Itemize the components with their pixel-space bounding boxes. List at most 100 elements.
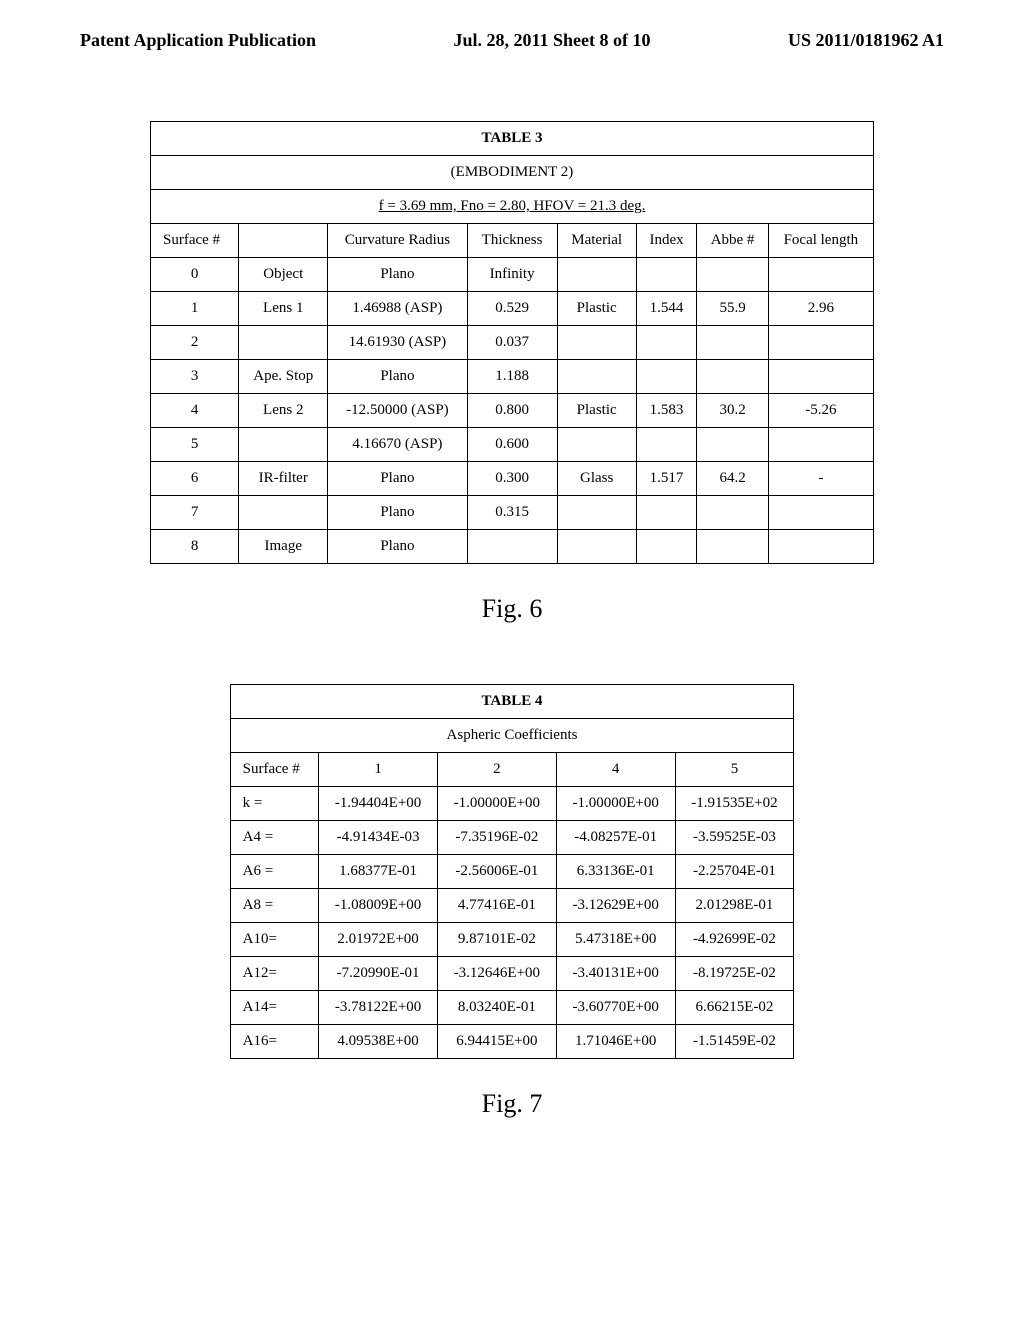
table-cell: -8.19725E-02	[675, 957, 794, 991]
table-cell: 0.315	[467, 496, 557, 530]
table-cell	[557, 258, 636, 292]
table-row: 54.16670 (ASP)0.600	[151, 428, 874, 462]
table-cell: -1.94404E+00	[319, 787, 438, 821]
table-cell: 1.517	[636, 462, 697, 496]
table-cell: -3.59525E-03	[675, 821, 794, 855]
table-cell: 1.46988 (ASP)	[328, 292, 467, 326]
table-cell	[239, 428, 328, 462]
table-row: A10=2.01972E+009.87101E-025.47318E+00-4.…	[230, 923, 794, 957]
table-cell: 64.2	[697, 462, 768, 496]
table-cell: 8.03240E-01	[437, 991, 556, 1025]
table-cell	[557, 530, 636, 564]
table-cell: Plastic	[557, 394, 636, 428]
table-cell: -4.08257E-01	[556, 821, 675, 855]
table-row: 0ObjectPlanoInfinity	[151, 258, 874, 292]
table-cell: IR-filter	[239, 462, 328, 496]
table-cell: 1.583	[636, 394, 697, 428]
table-cell: 55.9	[697, 292, 768, 326]
table-cell: 0.600	[467, 428, 557, 462]
table-cell: 9.87101E-02	[437, 923, 556, 957]
table-cell: -3.12646E+00	[437, 957, 556, 991]
table-cell: -4.91434E-03	[319, 821, 438, 855]
table-cell	[557, 326, 636, 360]
table-cell: 1.188	[467, 360, 557, 394]
table-cell: -1.91535E+02	[675, 787, 794, 821]
table-cell: 4	[151, 394, 239, 428]
table-cell: Plano	[328, 258, 467, 292]
table-cell: -7.20990E-01	[319, 957, 438, 991]
table-cell	[697, 258, 768, 292]
table-cell: -1.08009E+00	[319, 889, 438, 923]
figure-6-caption: Fig. 6	[150, 594, 874, 624]
table-cell: 8	[151, 530, 239, 564]
table-cell: -1.00000E+00	[556, 787, 675, 821]
table-cell: -2.56006E-01	[437, 855, 556, 889]
table-row: 6IR-filterPlano0.300Glass1.51764.2-	[151, 462, 874, 496]
table-cell: 2.01972E+00	[319, 923, 438, 957]
table-cell: 4.09538E+00	[319, 1025, 438, 1059]
table-row: A6 =1.68377E-01-2.56006E-016.33136E-01-2…	[230, 855, 794, 889]
table-cell: 0.529	[467, 292, 557, 326]
table-cell	[557, 428, 636, 462]
table-cell: 2.96	[768, 292, 873, 326]
table-cell	[239, 496, 328, 530]
table-cell: -5.26	[768, 394, 873, 428]
table3-subtitle: (EMBODIMENT 2)	[151, 156, 874, 190]
table-cell: 5	[151, 428, 239, 462]
table-cell: -1.51459E-02	[675, 1025, 794, 1059]
table-cell: 5.47318E+00	[556, 923, 675, 957]
table-cell: 3	[151, 360, 239, 394]
table-cell: A8 =	[230, 889, 319, 923]
table-cell	[557, 360, 636, 394]
header-left: Patent Application Publication	[80, 30, 316, 51]
table-cell: A12=	[230, 957, 319, 991]
table-cell: -	[768, 462, 873, 496]
table-cell: A4 =	[230, 821, 319, 855]
table4-header-row: Surface # 1 2 4 5	[230, 753, 794, 787]
table-cell: Plastic	[557, 292, 636, 326]
table-cell	[768, 428, 873, 462]
table-cell: Plano	[328, 462, 467, 496]
table-cell	[768, 360, 873, 394]
table-cell: Plano	[328, 360, 467, 394]
table-cell	[768, 258, 873, 292]
table-cell: k =	[230, 787, 319, 821]
table-cell: 1.544	[636, 292, 697, 326]
table-cell: -1.00000E+00	[437, 787, 556, 821]
table-cell	[697, 530, 768, 564]
table-cell: 4.77416E-01	[437, 889, 556, 923]
table-cell: 0.800	[467, 394, 557, 428]
table-cell: 1.68377E-01	[319, 855, 438, 889]
table-4: TABLE 4 Aspheric Coefficients Surface # …	[230, 684, 795, 1059]
table-cell: Object	[239, 258, 328, 292]
header-right: US 2011/0181962 A1	[788, 30, 944, 51]
table-row: 7Plano0.315	[151, 496, 874, 530]
table-cell: 14.61930 (ASP)	[328, 326, 467, 360]
table-cell	[636, 428, 697, 462]
table-row: A16=4.09538E+006.94415E+001.71046E+00-1.…	[230, 1025, 794, 1059]
table3-header-row: Surface # Curvature Radius Thickness Mat…	[151, 224, 874, 258]
table-cell: Glass	[557, 462, 636, 496]
table-cell: -3.78122E+00	[319, 991, 438, 1025]
table-cell: 6.94415E+00	[437, 1025, 556, 1059]
table-cell	[239, 326, 328, 360]
table-cell	[697, 326, 768, 360]
table-cell: A10=	[230, 923, 319, 957]
table-cell: 6.33136E-01	[556, 855, 675, 889]
table-cell: Infinity	[467, 258, 557, 292]
table4-subtitle: Aspheric Coefficients	[230, 719, 794, 753]
table-cell	[636, 360, 697, 394]
table-row: A12=-7.20990E-01-3.12646E+00-3.40131E+00…	[230, 957, 794, 991]
table-cell: 1.71046E+00	[556, 1025, 675, 1059]
table-cell: Plano	[328, 530, 467, 564]
table-row: k =-1.94404E+00-1.00000E+00-1.00000E+00-…	[230, 787, 794, 821]
table-cell: -7.35196E-02	[437, 821, 556, 855]
table-cell: Plano	[328, 496, 467, 530]
page-header: Patent Application Publication Jul. 28, …	[80, 30, 944, 51]
table-cell: Lens 2	[239, 394, 328, 428]
table-row: A14=-3.78122E+008.03240E-01-3.60770E+006…	[230, 991, 794, 1025]
table-cell: A16=	[230, 1025, 319, 1059]
table-row: 214.61930 (ASP)0.037	[151, 326, 874, 360]
table-cell: Lens 1	[239, 292, 328, 326]
table-cell	[636, 530, 697, 564]
